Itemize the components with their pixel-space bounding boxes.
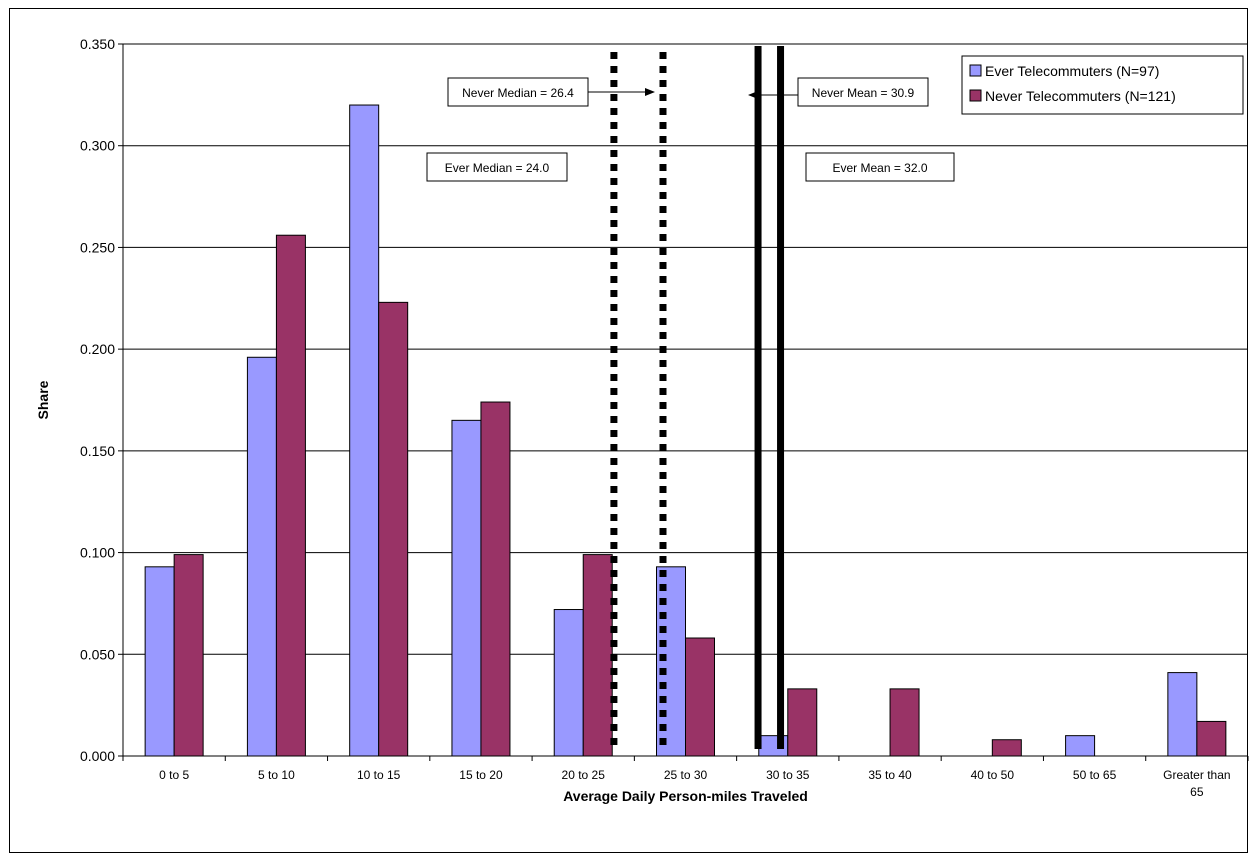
y-tick-labels: 0.000 0.050 0.100 0.150 0.200 0.250 0.300 0.350: [80, 36, 115, 764]
axes: [118, 43, 1249, 761]
bar: [275, 234, 306, 757]
never-median-box: [447, 77, 589, 107]
y-tick-label: 0.300: [80, 138, 115, 154]
x-tick-labels: 0 to 5 5 to 10 10 to 15 15 to 20 20 to 25 25 …: [159, 768, 1230, 799]
x-tick-label: 35 to 40: [868, 768, 912, 782]
never-mean-label: Never Mean = 30.9: [812, 86, 915, 100]
legend: Ever Telecommuters (N=97) Never Telecommu…: [961, 55, 1244, 115]
gridlines: [123, 43, 1248, 655]
bars: [144, 104, 1227, 757]
bar: [991, 739, 1022, 757]
bar: [1065, 735, 1096, 757]
legend-label: Ever Telecommuters (N=97): [985, 63, 1159, 79]
bar: [144, 566, 175, 757]
legend-swatch: [969, 89, 982, 102]
ever-mean-label: Ever Mean = 32.0: [832, 161, 927, 175]
y-tick-label: 0.250: [80, 239, 115, 255]
legend-box: [961, 55, 1244, 115]
x-tick-label: 25 to 30: [664, 768, 708, 782]
ever-median-label: Ever Median = 24.0: [445, 161, 550, 175]
ever-mean-box: [805, 152, 955, 182]
bar: [582, 554, 613, 757]
bar: [553, 609, 584, 757]
x-tick-label: 30 to 35: [766, 768, 810, 782]
never-median-label: Never Median = 26.4: [462, 86, 574, 100]
x-tick-label: 50 to 65: [1073, 768, 1117, 782]
legend-label: Never Telecommuters (N=121): [985, 88, 1176, 104]
bar: [889, 688, 920, 757]
x-tick-label: 20 to 25: [562, 768, 606, 782]
x-tick-label: 65: [1190, 785, 1204, 799]
x-tick-label: 40 to 50: [971, 768, 1015, 782]
bar: [173, 554, 204, 757]
bar: [349, 104, 380, 757]
y-axis-title: Share: [35, 380, 51, 419]
y-tick-label: 0.350: [80, 36, 115, 52]
bar: [378, 301, 409, 757]
chart-frame: [9, 8, 1248, 853]
bar: [685, 637, 715, 757]
ever-median-box: [426, 152, 568, 182]
x-tick-label: 10 to 15: [357, 768, 401, 782]
bar: [1167, 672, 1198, 757]
x-tick-label: Greater than: [1163, 768, 1230, 782]
bar: [246, 356, 277, 757]
bar: [451, 419, 482, 757]
x-tick-label: 5 to 10: [258, 768, 295, 782]
y-tick-label: 0.100: [80, 545, 115, 561]
x-tick-label: 0 to 5: [159, 768, 189, 782]
x-tick-label: 15 to 20: [459, 768, 503, 782]
annotations: Never Median = 26.4 Ever Median = 24.0 Nev…: [426, 46, 955, 752]
x-axis-title: Average Daily Person-miles Traveled: [563, 788, 808, 804]
y-tick-label: 0.000: [80, 748, 115, 764]
bar: [480, 401, 511, 757]
bar: [1196, 720, 1227, 757]
bar: [787, 688, 818, 757]
never-mean-box: [797, 77, 929, 107]
legend-swatch: [969, 64, 982, 77]
y-tick-label: 0.200: [80, 341, 115, 357]
y-tick-label: 0.050: [80, 646, 115, 662]
y-tick-label: 0.150: [80, 443, 115, 459]
